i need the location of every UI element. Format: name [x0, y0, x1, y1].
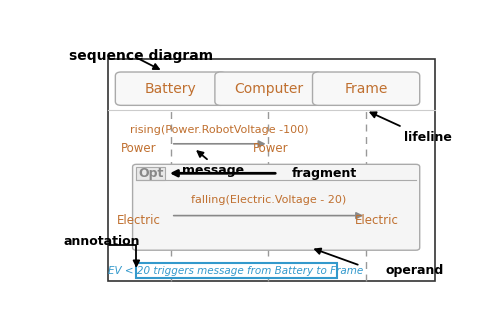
Text: lifeline: lifeline	[405, 131, 453, 144]
Text: annotation: annotation	[64, 235, 140, 248]
Text: Electric: Electric	[355, 214, 399, 227]
Text: Computer: Computer	[234, 82, 303, 96]
Text: EV < 20 triggers message from Battery to Frame: EV < 20 triggers message from Battery to…	[108, 266, 364, 276]
FancyBboxPatch shape	[132, 164, 420, 250]
Text: Frame: Frame	[344, 82, 388, 96]
Text: rising(Power.RobotVoltage -100): rising(Power.RobotVoltage -100)	[130, 125, 309, 135]
Text: Power: Power	[253, 143, 289, 156]
FancyBboxPatch shape	[108, 59, 435, 281]
Text: Power: Power	[121, 143, 157, 156]
FancyBboxPatch shape	[136, 263, 337, 278]
FancyBboxPatch shape	[115, 72, 226, 105]
Text: Battery: Battery	[145, 82, 197, 96]
Text: message: message	[182, 164, 244, 176]
Text: falling(Electric.Voltage - 20): falling(Electric.Voltage - 20)	[191, 195, 346, 205]
FancyBboxPatch shape	[136, 167, 165, 180]
FancyBboxPatch shape	[215, 72, 322, 105]
FancyBboxPatch shape	[313, 72, 420, 105]
Text: Electric: Electric	[117, 214, 161, 227]
Text: fragment: fragment	[291, 167, 357, 180]
Text: Opt: Opt	[138, 167, 164, 180]
Text: sequence diagram: sequence diagram	[69, 49, 213, 63]
Text: operand: operand	[385, 264, 444, 277]
